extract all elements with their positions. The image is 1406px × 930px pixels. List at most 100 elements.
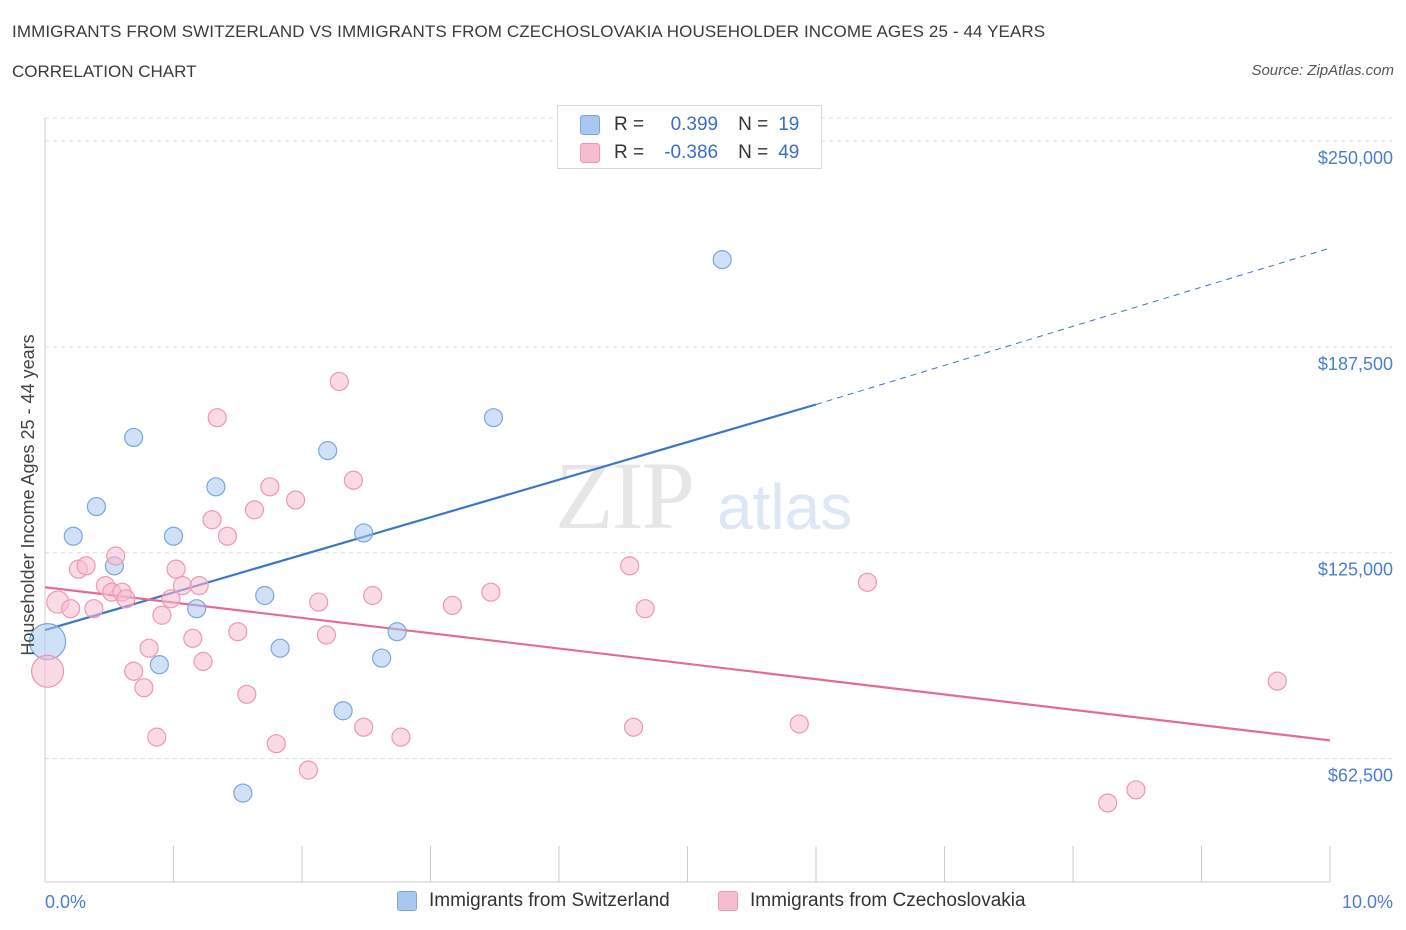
legend-r-label: R = (614, 142, 645, 163)
trend-extension-switzerland (815, 247, 1331, 405)
chart-subtitle: CORRELATION CHART (12, 62, 197, 81)
data-point-czechoslovakia (237, 684, 257, 704)
data-point-czechoslovakia (30, 654, 65, 688)
data-point-czechoslovakia (309, 592, 329, 612)
data-point-czechoslovakia (442, 595, 462, 615)
chart-title: IMMIGRANTS FROM SWITZERLAND VS IMMIGRANT… (12, 22, 1046, 41)
data-point-switzerland (270, 638, 290, 658)
data-point-czechoslovakia (266, 734, 286, 754)
data-point-czechoslovakia (183, 628, 203, 648)
grid-layer (45, 117, 1392, 760)
data-point-czechoslovakia (106, 546, 126, 566)
bottom-legend-label-czechoslovakia: Immigrants from Czechoslovakia (750, 890, 1026, 911)
tick-layer: $62,500 $125,000 $187,500 $250,000 0.0% 10.0% (45, 148, 1393, 912)
data-point-czechoslovakia (147, 727, 167, 747)
data-point-czechoslovakia (789, 714, 809, 734)
data-point-czechoslovakia (139, 638, 159, 658)
data-point-czechoslovakia (285, 490, 306, 510)
legend-n-label: N = (738, 114, 769, 135)
data-point-czechoslovakia (623, 717, 644, 737)
legend-n-label: N = (738, 142, 769, 163)
data-point-czechoslovakia (61, 599, 81, 619)
data-point-czechoslovakia (202, 510, 222, 530)
data-point-switzerland (354, 523, 374, 543)
stats-legend: R = 0.399 N = 19 R = -0.386 N = 49 (557, 105, 822, 169)
data-point-switzerland (163, 526, 184, 546)
data-point-czechoslovakia (189, 576, 209, 596)
bottom-legend-switzerland: Immigrants from Switzerland (397, 890, 670, 912)
data-point-czechoslovakia (172, 576, 193, 596)
data-point-czechoslovakia (228, 622, 248, 642)
data-point-czechoslovakia (217, 526, 238, 546)
data-point-switzerland (233, 783, 253, 803)
legend-n-value: 49 (778, 142, 800, 163)
data-point-czechoslovakia (857, 572, 878, 592)
data-point-czechoslovakia (316, 625, 337, 645)
data-point-czechoslovakia (244, 500, 265, 520)
y-tick-label: $62,500 (1328, 766, 1393, 786)
data-point-czechoslovakia (391, 727, 411, 747)
data-point-czechoslovakia (166, 559, 186, 579)
data-point-switzerland (187, 599, 207, 619)
data-point-switzerland (86, 496, 107, 517)
data-point-czechoslovakia (84, 599, 104, 619)
y-axis-label: Householder Income Ages 25 - 44 years (18, 334, 38, 655)
data-point-czechoslovakia (134, 678, 154, 698)
data-point-czechoslovakia (298, 760, 319, 780)
x-tick-label: 0.0% (45, 892, 86, 912)
x-tick-label: 10.0% (1342, 892, 1393, 912)
bottom-legend-czechoslovakia: Immigrants from Czechoslovakia (718, 890, 1026, 912)
data-point-czechoslovakia (635, 599, 655, 619)
axis-layer (44, 118, 1331, 883)
data-point-switzerland (483, 408, 504, 428)
points-layer (28, 250, 1287, 813)
bottom-legend-swatch-czechoslovakia (718, 891, 738, 911)
data-point-czechoslovakia (116, 589, 136, 609)
bottom-legend-label-switzerland: Immigrants from Switzerland (429, 890, 670, 911)
y-tick-label: $187,500 (1318, 354, 1393, 374)
trend-layer (44, 247, 1331, 742)
watermark-atlas: atlas (717, 471, 853, 543)
data-point-czechoslovakia (354, 717, 374, 737)
data-point-czechoslovakia (1098, 793, 1118, 813)
data-point-czechoslovakia (620, 556, 640, 576)
data-point-switzerland (63, 526, 83, 546)
data-point-czechoslovakia (1267, 671, 1287, 691)
data-point-czechoslovakia (481, 582, 501, 602)
data-point-czechoslovakia (343, 470, 363, 490)
data-point-czechoslovakia (161, 589, 181, 609)
trend-line-switzerland (44, 403, 817, 632)
legend-swatch-czechoslovakia (580, 143, 600, 163)
bottom-legend-swatch-switzerland (397, 891, 417, 911)
legend-swatch-switzerland (580, 115, 600, 135)
legend-row-czechoslovakia: R = -0.386 N = 49 (580, 142, 799, 164)
legend-r-label: R = (614, 114, 645, 135)
data-point-switzerland (149, 655, 169, 675)
legend-r-value: 0.399 (670, 114, 719, 135)
data-point-switzerland (206, 477, 226, 497)
data-point-czechoslovakia (363, 585, 383, 606)
data-point-czechoslovakia (193, 651, 213, 671)
data-point-switzerland (333, 701, 353, 721)
data-point-czechoslovakia (124, 661, 144, 681)
data-point-switzerland (255, 585, 275, 606)
y-tick-label: $125,000 (1318, 560, 1393, 580)
data-point-czechoslovakia (1126, 780, 1146, 800)
data-point-czechoslovakia (152, 605, 172, 625)
trend-line-czechoslovakia (44, 586, 1331, 742)
source-credit: Source: ZipAtlas.com (1251, 62, 1394, 79)
y-tick-label: $250,000 (1318, 148, 1393, 168)
legend-row-switzerland: R = 0.399 N = 19 (580, 114, 799, 136)
data-point-switzerland (124, 427, 144, 448)
data-point-czechoslovakia (207, 408, 227, 428)
data-point-czechoslovakia (329, 371, 349, 392)
data-point-switzerland (318, 441, 338, 461)
legend-n-value: 19 (778, 114, 800, 135)
data-point-czechoslovakia (260, 477, 280, 497)
legend-r-value: -0.386 (664, 142, 719, 163)
data-point-switzerland (387, 622, 407, 642)
data-point-switzerland (372, 648, 392, 668)
data-point-czechoslovakia (76, 556, 96, 576)
data-point-switzerland (712, 250, 732, 270)
